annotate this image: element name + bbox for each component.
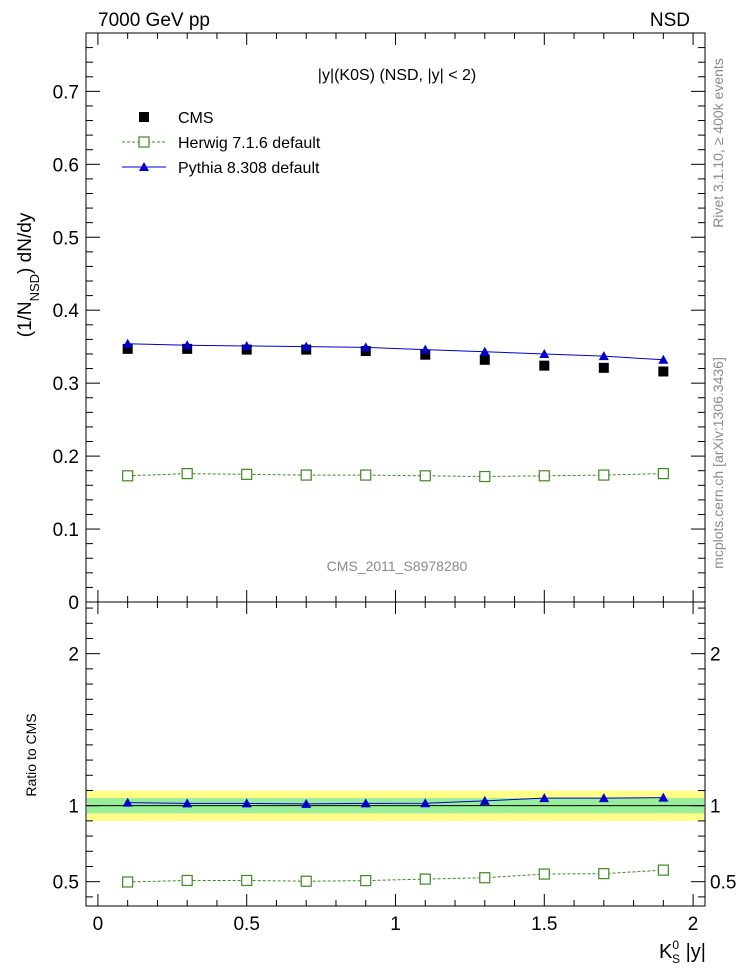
legend-herwig-label: Herwig 7.1.6 default (178, 135, 321, 152)
pythia-main-point (122, 338, 133, 348)
legend-herwig-marker (138, 136, 150, 148)
y-tick-label-ratio-right: 2 (710, 645, 721, 666)
pythia-ratio-line (127, 797, 664, 805)
herwig-ratio-point (360, 875, 372, 887)
herwig-ratio-point (479, 872, 491, 884)
analysis-watermark: CMS_2011_S8978280 (327, 558, 468, 574)
y-axis-label-prefix: (1/N (15, 301, 36, 337)
legend: CMS Herwig 7.1.6 default Pythia 8.308 de… (122, 110, 321, 177)
pythia-main-point (479, 346, 490, 356)
y-tick-label-main: 0.7 (53, 82, 79, 103)
cms-main-point (122, 343, 133, 354)
data-series (122, 338, 669, 888)
axis-ticks (86, 32, 705, 906)
herwig-ratio-point (241, 874, 253, 887)
pythia-ratio-point (420, 798, 431, 808)
y-tick-label-main: 0.4 (53, 301, 80, 322)
herwig-ratio-point (598, 868, 610, 880)
herwig-main-point (181, 468, 193, 480)
x-axis-label-subscript: S (672, 952, 680, 966)
herwig-main-point (300, 469, 312, 481)
ratio-plot-frame (85, 601, 706, 907)
pythia-main-point (420, 344, 431, 354)
x-tick-label: 0 (93, 914, 104, 935)
y-tick-label-main: 0.2 (53, 447, 79, 468)
header-process: NSD (650, 10, 690, 31)
y-tick-label-ratio: 0.5 (53, 873, 79, 894)
y-tick-label-main: 0.3 (53, 374, 79, 395)
pythia-main-line (127, 343, 664, 361)
pythia-main-point (182, 340, 193, 350)
x-tick-label: 1 (390, 914, 401, 935)
cms-main-point (598, 362, 609, 373)
plot-title: |y|(K0S) (NSD, |y| < 2) (318, 67, 476, 84)
herwig-main-point (122, 470, 134, 482)
herwig-main-point (479, 470, 491, 483)
legend-cms-marker (139, 112, 149, 122)
pythia-ratio-point (658, 792, 669, 802)
x-tick-label: 1.5 (531, 914, 557, 935)
axis-tick-labels: 0 0.5 1 1.5 2 0 0.1 0.2 0.3 0.4 0.5 0.6 0.7 0.5 0.5 1 1 2… (53, 82, 737, 935)
herwig-main-point (538, 470, 550, 482)
pythia-main-point (658, 354, 669, 364)
herwig-ratio-line (127, 869, 664, 883)
y-tick-label-main: 0.5 (53, 228, 79, 249)
x-axis-label: K0 S |y| (659, 938, 706, 966)
cms-main-point (539, 360, 550, 371)
x-axis-label-base: K (659, 941, 673, 963)
pythia-main-point (598, 351, 609, 361)
mcplots-source-text: mcplots.cern.ch [arXiv:1306.3436] (710, 357, 726, 569)
legend-pythia-label: Pythia 8.308 default (178, 160, 320, 177)
herwig-ratio-point (657, 864, 669, 876)
y-tick-label-main: 0 (68, 593, 79, 614)
herwig-main-line (127, 473, 664, 478)
pythia-main-point (301, 341, 312, 351)
x-tick-label: 2 (688, 914, 699, 935)
herwig-ratio-point (181, 874, 193, 887)
rivet-version-text: Rivet 3.1.10, ≥ 400k events (710, 58, 726, 228)
herwig-ratio-point (300, 875, 312, 887)
cms-main-point (420, 349, 431, 360)
pythia-ratio-point (182, 798, 193, 808)
legend-pythia-marker (139, 162, 149, 171)
pythia-main-point (241, 340, 252, 350)
y-tick-label-ratio: 1 (68, 797, 79, 818)
y-axis-label-ratio: Ratio to CMS (23, 713, 39, 796)
y-tick-label-main: 0.1 (53, 520, 79, 541)
y-axis-label-suffix: ) dN/dy (15, 212, 36, 274)
x-axis-label-suffix: |y| (680, 941, 706, 963)
pythia-ratio-point (241, 798, 252, 808)
y-tick-label-ratio: 2 (68, 645, 79, 666)
herwig-main-point (360, 469, 372, 481)
x-tick-label: 0.5 (233, 914, 259, 935)
pythia-ratio-point (360, 798, 371, 808)
y-tick-label-ratio-right: 0.5 (710, 873, 736, 894)
pythia-ratio-point (122, 797, 133, 807)
pythia-ratio-point (479, 795, 490, 805)
pythia-main-point (360, 342, 371, 352)
herwig-main-point (657, 468, 669, 480)
herwig-main-point (598, 469, 610, 481)
y-axis-label-subscript: NSD (27, 274, 42, 301)
pythia-ratio-point (598, 793, 609, 803)
herwig-ratio-point (122, 876, 134, 888)
herwig-main-point (419, 470, 431, 482)
herwig-ratio-point (419, 873, 431, 885)
y-tick-label-ratio-right: 1 (710, 797, 721, 818)
legend-cms-label: CMS (178, 110, 214, 127)
y-tick-label-main: 0.6 (53, 155, 79, 176)
header-energy: 7000 GeV pp (98, 10, 210, 31)
y-axis-label-main: (1/NNSD) dN/dy (15, 212, 42, 337)
cms-main-point (658, 366, 669, 377)
cms-main-point (479, 354, 490, 365)
pythia-main-point (539, 348, 550, 358)
pythia-ratio-point (301, 798, 312, 808)
herwig-main-point (241, 468, 253, 480)
x-axis-label-superscript: 0 (672, 938, 679, 952)
herwig-ratio-point (538, 868, 550, 880)
pythia-ratio-point (539, 793, 550, 803)
